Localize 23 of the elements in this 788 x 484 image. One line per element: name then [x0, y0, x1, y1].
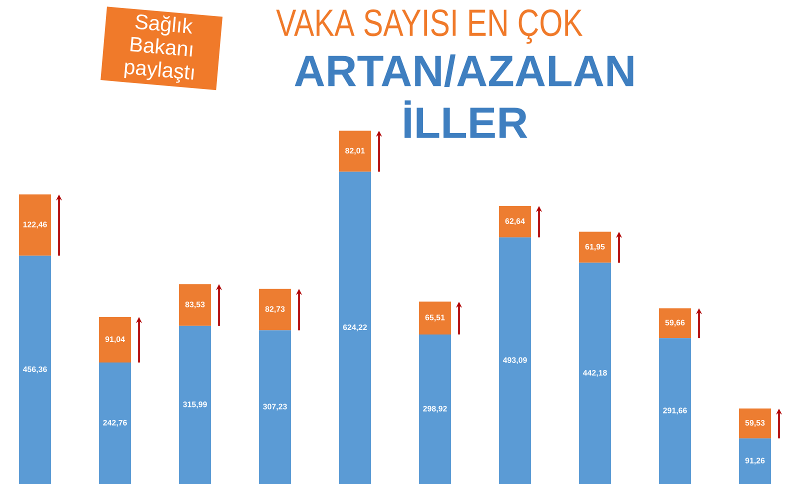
bar — [19, 194, 52, 256]
bar — [419, 302, 452, 334]
bar — [259, 288, 292, 330]
bar — [419, 334, 452, 484]
bar — [179, 326, 212, 484]
bar — [499, 206, 532, 238]
bar — [659, 338, 692, 484]
bar — [339, 172, 372, 484]
bar — [579, 232, 612, 263]
bar — [739, 438, 772, 484]
bar — [739, 408, 772, 438]
bar — [579, 262, 612, 484]
bar — [259, 330, 292, 484]
bar — [99, 317, 132, 363]
bar — [19, 256, 52, 484]
bar — [339, 130, 372, 172]
chart-title: VAKA SAYISI EN ÇOK — [276, 9, 583, 44]
bar — [99, 362, 132, 484]
chart-subtitle: ARTAN/AZALAN İLLER — [294, 54, 634, 138]
bar — [659, 308, 692, 338]
text: Sağlık Bakanı paylaştı — [124, 14, 194, 83]
bar — [499, 237, 532, 484]
bar — [179, 284, 212, 326]
